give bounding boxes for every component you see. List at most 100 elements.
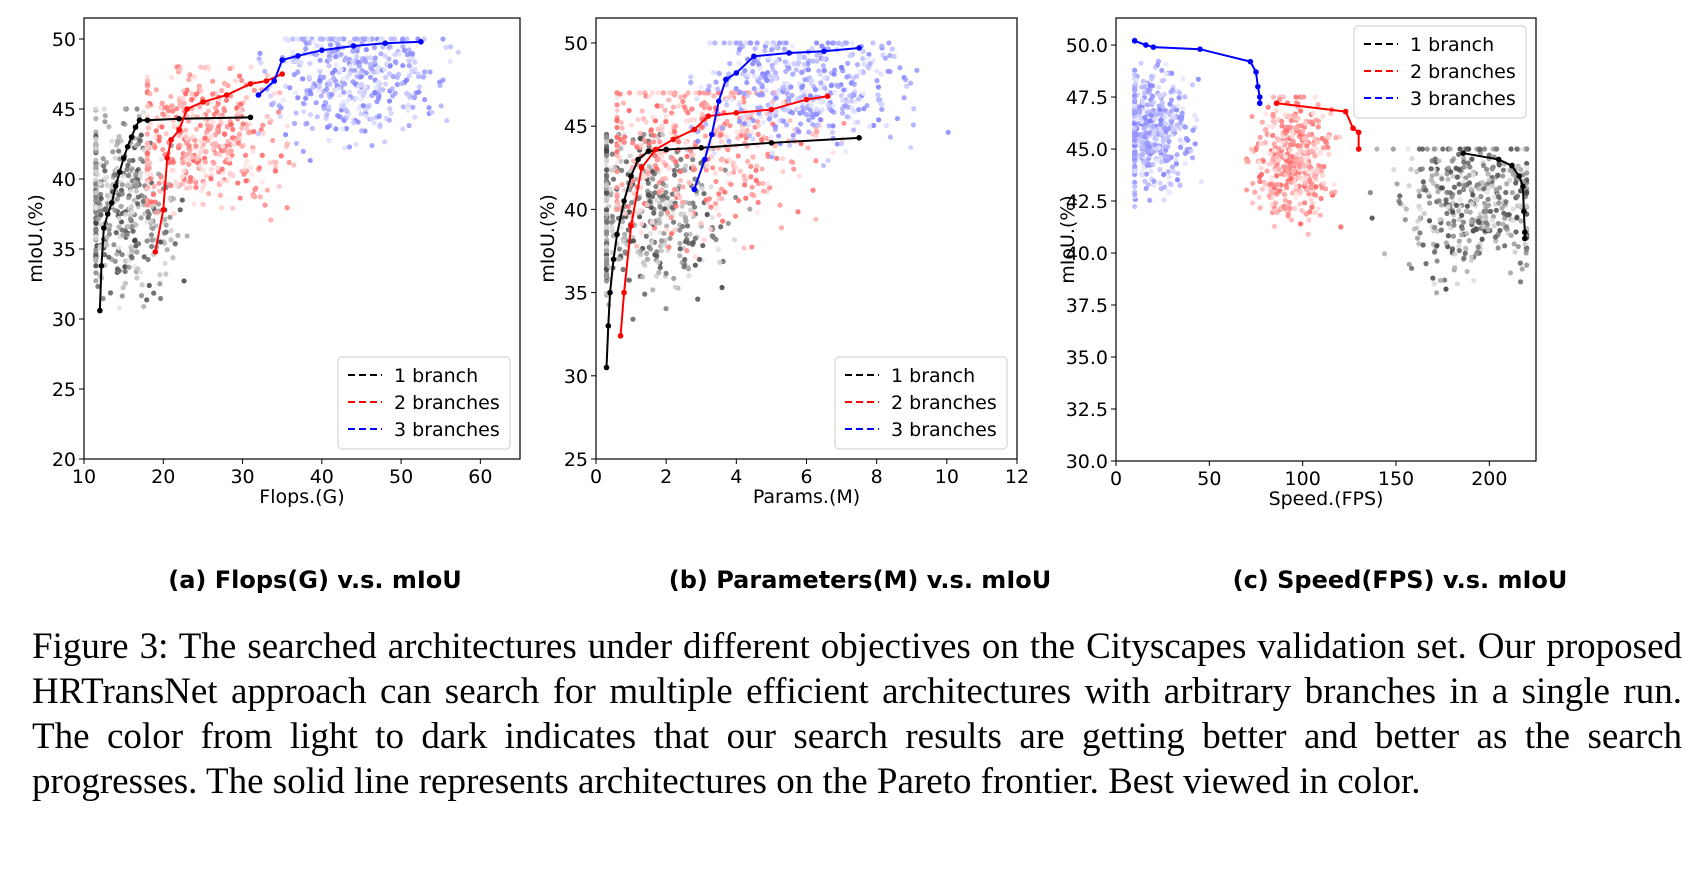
scatter-point <box>759 137 765 143</box>
scatter-point <box>787 142 793 148</box>
scatter-point <box>737 168 743 174</box>
scatter-point <box>688 74 694 80</box>
scatter-point <box>850 91 856 97</box>
scatter-point <box>153 128 159 134</box>
pareto-point <box>132 124 139 130</box>
scatter-point <box>630 178 636 184</box>
scatter-point <box>713 127 720 133</box>
scatter-point <box>603 257 610 263</box>
scatter-point <box>171 211 177 217</box>
scatter-point <box>209 134 215 140</box>
scatter-point <box>426 105 432 111</box>
scatter-point <box>157 239 163 245</box>
pareto-point <box>168 137 174 143</box>
scatter-point <box>181 100 187 106</box>
scatter-point <box>901 95 907 101</box>
scatter-point <box>1132 98 1138 105</box>
scatter-point <box>1484 189 1490 195</box>
scatter-point <box>159 100 165 106</box>
pareto-point <box>1255 83 1261 90</box>
pareto-point <box>628 173 634 179</box>
scatter-point <box>1476 186 1482 192</box>
scatter-point <box>1508 146 1514 152</box>
scatter-point <box>1192 141 1198 147</box>
scatter-point <box>161 230 168 236</box>
scatter-point <box>650 176 656 182</box>
scatter-point <box>400 104 406 110</box>
scatter-point <box>116 134 122 140</box>
pareto-point <box>1131 38 1138 44</box>
scatter-point <box>887 134 894 140</box>
scatter-point <box>230 142 237 148</box>
scatter-point <box>1160 136 1167 142</box>
scatter-point <box>138 292 145 299</box>
scatter-point <box>239 125 245 131</box>
scatter-point <box>397 51 403 57</box>
scatter-point <box>1504 181 1510 187</box>
scatter-point <box>184 233 190 239</box>
scatter-point <box>733 40 739 46</box>
scatter-point <box>723 97 729 103</box>
scatter-point <box>116 268 122 274</box>
scatter-point <box>164 247 170 253</box>
scatter-point <box>144 81 151 87</box>
scatter-point <box>332 67 338 73</box>
scatter-point <box>242 152 249 158</box>
scatter-point <box>260 130 266 136</box>
pareto-point <box>705 113 712 119</box>
scatter-point <box>773 76 779 82</box>
scatter-point <box>626 90 633 96</box>
scatter-point <box>1248 146 1254 152</box>
scatter-point <box>1289 190 1296 196</box>
scatter-point <box>176 143 182 149</box>
scatter-point <box>1462 245 1469 251</box>
scatter-point <box>189 90 195 97</box>
scatter-point <box>1295 143 1301 149</box>
scatter-point <box>358 82 365 88</box>
scatter-point <box>313 100 319 106</box>
scatter-point <box>1518 218 1524 224</box>
x-tick-label: 0 <box>590 466 602 488</box>
scatter-point <box>165 114 171 120</box>
scatter-point <box>886 40 892 46</box>
scatter-point <box>646 141 652 147</box>
scatter-point <box>1308 197 1314 203</box>
scatter-point <box>608 138 614 144</box>
scatter-point <box>1519 266 1525 272</box>
legend-label: 1 branch <box>891 365 975 387</box>
scatter-point <box>303 46 309 52</box>
scatter-point <box>317 77 323 84</box>
scatter-point <box>1320 173 1326 179</box>
scatter-point <box>1450 173 1456 179</box>
scatter-point <box>237 108 243 114</box>
scatter-point <box>306 74 312 80</box>
scatter-point <box>179 174 185 180</box>
scatter-point <box>708 184 714 190</box>
scatter-point <box>726 71 732 77</box>
pareto-point <box>1253 69 1259 75</box>
scatter-point <box>696 90 703 96</box>
scatter-point <box>652 190 658 196</box>
scatter-point <box>271 90 278 97</box>
scatter-point <box>227 170 233 176</box>
scatter-point <box>1510 206 1516 212</box>
scatter-point <box>378 36 384 42</box>
scatter-point <box>131 197 137 203</box>
scatter-point <box>251 129 257 135</box>
pareto-point <box>164 155 171 161</box>
scatter-point <box>116 305 122 311</box>
scatter-point <box>627 153 633 159</box>
scatter-point <box>650 287 656 293</box>
scatter-point <box>93 157 99 163</box>
legend-label: 2 branches <box>891 392 997 414</box>
scatter-point <box>444 118 450 124</box>
scatter-point <box>1408 166 1414 172</box>
scatter-point <box>1500 167 1506 173</box>
scatter-point <box>210 145 216 151</box>
scatter-point <box>1157 117 1164 123</box>
scatter-point <box>682 256 688 263</box>
scatter-point <box>1161 171 1167 178</box>
scatter-point <box>619 125 625 131</box>
scatter-point <box>867 61 873 67</box>
scatter-point <box>163 271 169 277</box>
